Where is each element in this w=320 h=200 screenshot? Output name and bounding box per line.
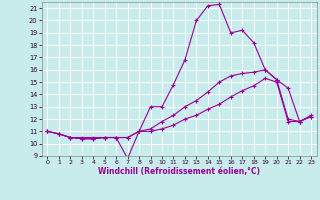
X-axis label: Windchill (Refroidissement éolien,°C): Windchill (Refroidissement éolien,°C) — [98, 167, 260, 176]
